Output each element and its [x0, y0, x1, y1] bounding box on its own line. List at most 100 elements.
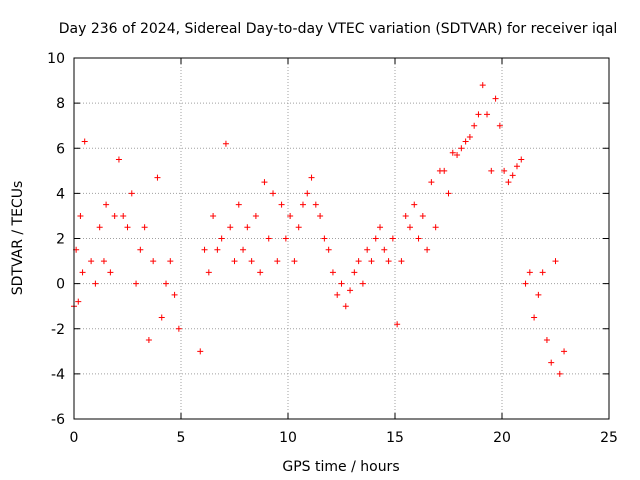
y-tick-label: 4: [56, 186, 65, 202]
y-tick-label: 6: [56, 141, 65, 157]
data-point: [548, 359, 555, 366]
data-point: [377, 224, 384, 231]
data-point: [312, 201, 319, 208]
data-point: [227, 224, 234, 231]
data-point: [561, 348, 568, 355]
data-point: [214, 246, 221, 253]
data-point: [479, 82, 486, 89]
data-point: [419, 212, 426, 219]
data-point: [505, 179, 512, 186]
data-point: [205, 269, 212, 276]
data-point: [462, 138, 469, 145]
y-tick-label: -2: [51, 322, 65, 338]
y-tick-label: 0: [56, 277, 65, 293]
x-tick-label: 5: [177, 430, 186, 446]
data-point: [368, 258, 375, 265]
data-point: [411, 201, 418, 208]
data-point: [492, 95, 499, 102]
data-point: [526, 269, 533, 276]
data-point: [287, 212, 294, 219]
x-tick-label: 25: [600, 430, 618, 446]
data-point: [163, 280, 170, 287]
data-point: [252, 212, 259, 219]
data-point: [372, 235, 379, 242]
data-point: [141, 224, 148, 231]
data-point: [103, 201, 110, 208]
data-point: [415, 235, 422, 242]
data-points: [71, 82, 568, 377]
data-point: [137, 246, 144, 253]
data-point: [218, 235, 225, 242]
data-point: [145, 337, 152, 344]
data-point: [295, 224, 302, 231]
data-point: [496, 122, 503, 129]
y-tick-label: 8: [56, 96, 65, 112]
data-point: [334, 291, 341, 298]
data-point: [466, 133, 473, 140]
chart-title: Day 236 of 2024, Sidereal Day-to-day VTE…: [59, 21, 617, 37]
data-point: [347, 287, 354, 294]
data-point: [441, 167, 448, 174]
data-point: [556, 370, 563, 377]
data-point: [458, 145, 465, 152]
data-point: [96, 224, 103, 231]
data-point: [210, 212, 217, 219]
data-point: [351, 269, 358, 276]
data-point: [282, 235, 289, 242]
y-tick-label: 10: [47, 51, 65, 67]
x-tick-label: 20: [493, 430, 511, 446]
data-point: [389, 235, 396, 242]
data-point: [454, 152, 461, 159]
data-point: [244, 224, 251, 231]
data-point: [531, 314, 538, 321]
data-point: [274, 258, 281, 265]
data-point: [321, 235, 328, 242]
data-point: [338, 280, 345, 287]
data-point: [484, 111, 491, 118]
data-point: [355, 258, 362, 265]
data-point: [364, 246, 371, 253]
y-tick-label: 2: [56, 232, 65, 248]
data-point: [402, 212, 409, 219]
data-point: [175, 325, 182, 332]
data-point: [394, 321, 401, 328]
data-point: [398, 258, 405, 265]
data-point: [449, 149, 456, 156]
x-tick-label: 15: [386, 430, 404, 446]
data-point: [329, 269, 336, 276]
data-point: [111, 212, 118, 219]
data-point: [197, 348, 204, 355]
y-tick-label: -4: [51, 367, 65, 383]
data-point: [522, 280, 529, 287]
data-point: [231, 258, 238, 265]
data-point: [535, 291, 542, 298]
data-point: [133, 280, 140, 287]
data-point: [445, 190, 452, 197]
data-point: [501, 167, 508, 174]
data-point: [75, 298, 82, 305]
data-point: [317, 212, 324, 219]
data-point: [308, 174, 315, 181]
data-point: [475, 111, 482, 118]
data-point: [304, 190, 311, 197]
data-point: [257, 269, 264, 276]
data-point: [88, 258, 95, 265]
data-point: [79, 269, 86, 276]
data-point: [488, 167, 495, 174]
data-point: [171, 291, 178, 298]
data-point: [235, 201, 242, 208]
data-point: [100, 258, 107, 265]
data-point: [432, 224, 439, 231]
data-point: [92, 280, 99, 287]
x-tick-label: 10: [279, 430, 297, 446]
data-point: [150, 258, 157, 265]
data-point: [513, 163, 520, 170]
data-point: [359, 280, 366, 287]
data-point: [240, 246, 247, 253]
tick-labels: 0 5 10 15 20 25 -6 -4 -2 0 2 4 6 8 10: [47, 51, 618, 446]
data-point: [518, 156, 525, 163]
y-tick-label: -6: [51, 412, 65, 428]
data-point: [552, 258, 559, 265]
data-point: [471, 122, 478, 129]
